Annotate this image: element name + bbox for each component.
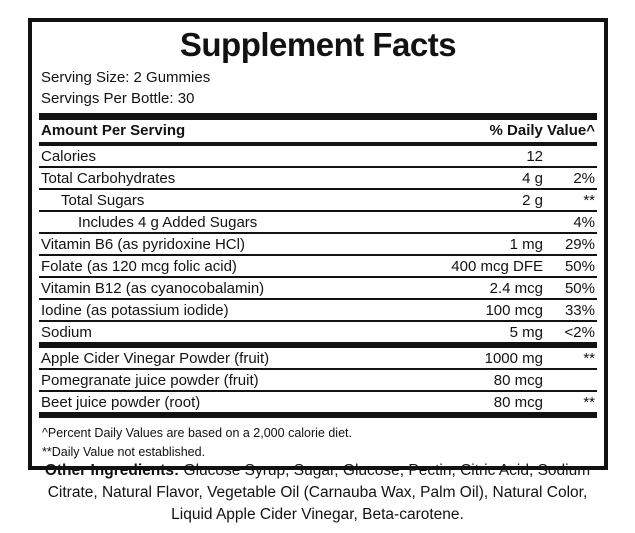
row-amount: 80 mcg	[493, 394, 543, 411]
row-name: Total Sugars	[61, 192, 145, 209]
table-row: Vitamin B6 (as pyridoxine HCl) 1 mg 29%	[39, 234, 597, 256]
row-daily-value: **	[583, 394, 595, 411]
row-amount: 1 mg	[509, 236, 543, 253]
row-daily-value: **	[583, 350, 595, 367]
table-row: Vitamin B12 (as cyanocobalamin) 2.4 mcg …	[39, 278, 597, 300]
column-header-row: Amount Per Serving % Daily Value^	[39, 120, 597, 142]
row-daily-value: 50%	[564, 258, 595, 275]
row-name: Includes 4 g Added Sugars	[78, 214, 258, 231]
row-amount: 2.4 mcg	[489, 280, 543, 297]
row-name: Vitamin B6 (as pyridoxine HCl)	[41, 236, 245, 253]
row-name: Iodine (as potassium iodide)	[41, 302, 229, 319]
table-row: Apple Cider Vinegar Powder (fruit) 1000 …	[39, 348, 597, 370]
amount-per-serving-header: Amount Per Serving	[41, 122, 186, 139]
row-name: Pomegranate juice powder (fruit)	[41, 372, 259, 389]
row-amount: 12	[526, 148, 543, 165]
section-divider-top	[39, 113, 597, 120]
other-ingredients-label: Other Ingredients:	[44, 462, 180, 479]
daily-value-header: % Daily Value^	[489, 122, 595, 139]
footnotes-block: ^Percent Daily Values are based on a 2,0…	[39, 424, 597, 462]
footnote-dv-not-established: **Daily Value not established.	[42, 445, 206, 459]
row-amount: 5 mg	[509, 324, 543, 341]
header-divider	[39, 142, 597, 146]
servings-per-bottle-line: Servings Per Bottle: 30	[41, 90, 195, 107]
panel-title: Supplement Facts	[179, 26, 457, 63]
table-row: Pomegranate juice powder (fruit) 80 mcg	[39, 370, 597, 392]
row-daily-value: <2%	[564, 324, 595, 341]
row-daily-value: 2%	[573, 170, 595, 187]
row-amount: 1000 mg	[484, 350, 543, 367]
supplement-facts-panel: Supplement Facts Serving Size: 2 Gummies…	[28, 18, 608, 470]
other-ingredients-paragraph: Other Ingredients: Glucose Syrup, Sugar,…	[33, 460, 602, 526]
row-daily-value: 50%	[564, 280, 595, 297]
row-daily-value: **	[583, 192, 595, 209]
row-amount: 80 mcg	[493, 372, 543, 389]
table-row: Folate (as 120 mcg folic acid) 400 mcg D…	[39, 256, 597, 278]
serving-size-line: Serving Size: 2 Gummies	[41, 69, 211, 86]
other-ingredients-text: Glucose Syrup, Sugar, Glucose, Pectin, C…	[47, 462, 591, 523]
row-daily-value: 29%	[564, 236, 595, 253]
row-daily-value: 4%	[573, 214, 595, 231]
row-amount: 4 g	[522, 170, 543, 187]
facts-table-body: Calories 12 Total Carbohydrates 4 g 2% T…	[39, 146, 597, 418]
row-name: Sodium	[41, 324, 92, 341]
table-row: Iodine (as potassium iodide) 100 mcg 33%	[39, 300, 597, 322]
footnote-daily-values: ^Percent Daily Values are based on a 2,0…	[42, 426, 352, 440]
table-row: Total Sugars 2 g **	[39, 190, 597, 212]
row-name: Folate (as 120 mcg folic acid)	[41, 258, 237, 275]
row-name: Vitamin B12 (as cyanocobalamin)	[41, 280, 265, 297]
row-name: Total Carbohydrates	[41, 170, 176, 187]
row-amount: 400 mcg DFE	[451, 258, 543, 275]
row-name: Beet juice powder (root)	[41, 394, 201, 411]
table-row: Sodium 5 mg <2%	[39, 322, 597, 348]
table-row: Beet juice powder (root) 80 mcg **	[39, 392, 597, 418]
row-amount: 2 g	[522, 192, 543, 209]
row-name: Apple Cider Vinegar Powder (fruit)	[41, 350, 270, 367]
table-row: Calories 12	[39, 146, 597, 168]
row-amount: 100 mcg	[485, 302, 543, 319]
table-row: Total Carbohydrates 4 g 2%	[39, 168, 597, 190]
row-daily-value: 33%	[564, 302, 595, 319]
row-name: Calories	[41, 148, 97, 165]
table-row: Includes 4 g Added Sugars 4%	[39, 212, 597, 234]
